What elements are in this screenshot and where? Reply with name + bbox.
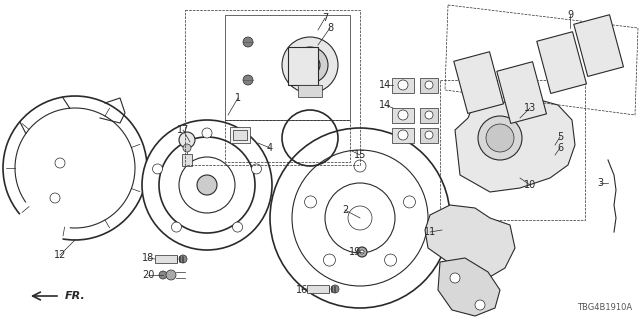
Circle shape (252, 164, 262, 174)
Bar (420, 108, 438, 123)
Text: 8: 8 (327, 23, 333, 33)
Bar (420, 78, 438, 93)
Circle shape (232, 222, 243, 232)
Bar (392, 128, 414, 143)
Circle shape (179, 132, 195, 148)
Polygon shape (455, 100, 575, 192)
Circle shape (486, 124, 514, 152)
Text: 14: 14 (379, 80, 391, 90)
Circle shape (282, 37, 338, 93)
Circle shape (142, 120, 272, 250)
Circle shape (398, 80, 408, 90)
Text: 12: 12 (54, 250, 66, 260)
Bar (392, 108, 414, 123)
Circle shape (159, 137, 255, 233)
Text: 20: 20 (142, 270, 154, 280)
Circle shape (323, 254, 335, 266)
Circle shape (183, 144, 191, 152)
Circle shape (450, 273, 460, 283)
Circle shape (55, 158, 65, 168)
Circle shape (243, 75, 253, 85)
Circle shape (425, 131, 433, 139)
Circle shape (398, 110, 408, 120)
Bar (155, 255, 177, 263)
Text: 2: 2 (342, 205, 348, 215)
Circle shape (348, 206, 372, 230)
Circle shape (357, 247, 367, 257)
Circle shape (425, 81, 433, 89)
Circle shape (270, 128, 450, 308)
Text: FR.: FR. (65, 291, 86, 301)
Circle shape (300, 55, 320, 75)
Bar (182, 154, 192, 166)
Polygon shape (425, 205, 515, 278)
Text: 15: 15 (354, 150, 366, 160)
Text: 7: 7 (322, 13, 328, 23)
Bar (225, 120, 350, 162)
Circle shape (331, 285, 339, 293)
Text: 1: 1 (235, 93, 241, 103)
Circle shape (292, 47, 328, 83)
Text: 18: 18 (142, 253, 154, 263)
Circle shape (292, 150, 428, 286)
Circle shape (179, 255, 187, 263)
Bar (288, 47, 318, 85)
Text: 9: 9 (567, 10, 573, 20)
Circle shape (166, 270, 176, 280)
Circle shape (172, 222, 181, 232)
Circle shape (202, 128, 212, 138)
FancyBboxPatch shape (574, 15, 623, 76)
Bar (420, 128, 438, 143)
FancyBboxPatch shape (497, 62, 547, 124)
Text: 4: 4 (267, 143, 273, 153)
Circle shape (305, 196, 317, 208)
Circle shape (179, 157, 235, 213)
Text: 19: 19 (349, 247, 361, 257)
Bar (298, 85, 322, 97)
Circle shape (360, 250, 364, 254)
Text: 13: 13 (524, 103, 536, 113)
FancyBboxPatch shape (537, 32, 586, 93)
Bar (307, 285, 329, 293)
Text: 11: 11 (424, 227, 436, 237)
Circle shape (325, 183, 395, 253)
Bar (440, 80, 585, 220)
Text: 3: 3 (597, 178, 603, 188)
Polygon shape (438, 258, 500, 316)
Text: 5: 5 (557, 132, 563, 142)
Circle shape (475, 300, 485, 310)
Text: TBG4B1910A: TBG4B1910A (577, 303, 632, 312)
Circle shape (354, 160, 366, 172)
Circle shape (524, 97, 536, 109)
Circle shape (478, 116, 522, 160)
Circle shape (403, 196, 415, 208)
Bar (392, 78, 414, 93)
Text: 17: 17 (177, 125, 189, 135)
Circle shape (398, 130, 408, 140)
FancyBboxPatch shape (454, 52, 504, 114)
Circle shape (159, 271, 167, 279)
Bar (233, 130, 247, 140)
Circle shape (425, 111, 433, 119)
Text: 10: 10 (524, 180, 536, 190)
Text: 14: 14 (379, 100, 391, 110)
Circle shape (243, 37, 253, 47)
Bar (185, 10, 360, 165)
Bar (230, 127, 250, 143)
Circle shape (152, 164, 163, 174)
Circle shape (50, 193, 60, 203)
Circle shape (197, 175, 217, 195)
Text: 6: 6 (557, 143, 563, 153)
Circle shape (385, 254, 397, 266)
Bar (225, 15, 350, 120)
Text: 16: 16 (296, 285, 308, 295)
